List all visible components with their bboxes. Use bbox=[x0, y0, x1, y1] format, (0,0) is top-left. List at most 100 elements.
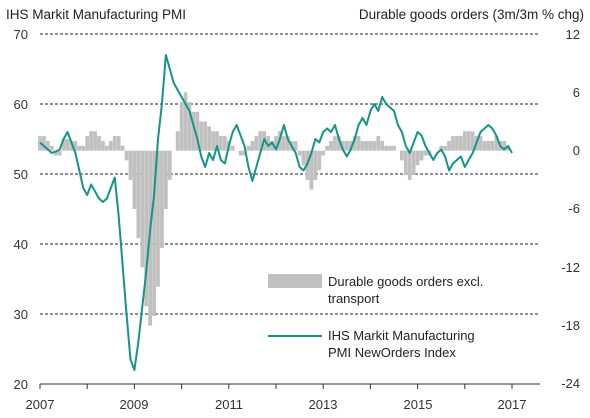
durable-goods-bar bbox=[230, 145, 235, 151]
durable-goods-bar bbox=[112, 136, 117, 151]
durable-goods-bar bbox=[360, 140, 365, 151]
durable-goods-bar bbox=[368, 140, 373, 151]
legend-bar-label: Durable goods orders excl. bbox=[328, 274, 483, 289]
durable-goods-bar bbox=[246, 145, 251, 151]
durable-goods-bar bbox=[494, 136, 499, 151]
durable-goods-bar bbox=[183, 92, 188, 151]
durable-goods-bar bbox=[167, 150, 172, 180]
durable-goods-bar bbox=[466, 131, 471, 151]
durable-goods-bar bbox=[274, 136, 278, 151]
durable-goods-bar bbox=[69, 140, 74, 151]
durable-goods-bar bbox=[254, 136, 259, 151]
durable-goods-bar bbox=[502, 140, 506, 151]
durable-goods-bar bbox=[309, 150, 314, 190]
right-tick-label: -12 bbox=[561, 260, 580, 275]
durable-goods-bar bbox=[73, 140, 78, 151]
durable-goods-bar bbox=[356, 136, 361, 151]
durable-goods-bar bbox=[455, 136, 459, 151]
durable-goods-bar bbox=[297, 150, 302, 156]
durable-goods-bar bbox=[187, 102, 192, 151]
durable-goods-bar bbox=[506, 145, 510, 151]
left-axis-title: IHS Markit Manufacturing PMI bbox=[6, 7, 186, 22]
durable-goods-bar bbox=[329, 140, 333, 151]
durable-goods-bar bbox=[352, 136, 357, 151]
durable-goods-bar bbox=[459, 136, 463, 151]
legend: Durable goods orders excl. transport IHS… bbox=[268, 274, 483, 360]
durable-goods-bar bbox=[97, 136, 101, 151]
durable-goods-bar bbox=[65, 139, 70, 151]
durable-goods-bar bbox=[191, 111, 196, 151]
durable-goods-bar bbox=[223, 136, 227, 151]
durable-goods-bar bbox=[266, 136, 270, 151]
durable-goods-bar bbox=[478, 136, 483, 151]
durable-goods-bar bbox=[282, 136, 286, 151]
durable-goods-bar bbox=[152, 150, 156, 316]
durable-goods-bar bbox=[238, 150, 243, 156]
durable-goods-bar bbox=[411, 150, 416, 175]
right-tick-label: -6 bbox=[568, 201, 580, 216]
left-tick-label: 20 bbox=[14, 377, 28, 392]
legend-line-label: IHS Markit Manufacturing bbox=[328, 328, 475, 343]
x-tick-label: 2013 bbox=[309, 397, 338, 412]
left-axis-ticks: 70 60 50 40 30 20 bbox=[14, 27, 28, 392]
durable-goods-bar bbox=[199, 121, 204, 151]
durable-goods-bar bbox=[348, 140, 353, 151]
durable-goods-bar bbox=[325, 145, 329, 151]
durable-goods-bar bbox=[156, 150, 160, 287]
durable-goods-bar bbox=[175, 131, 180, 151]
durable-goods-bar bbox=[321, 150, 326, 156]
left-tick-label: 40 bbox=[14, 237, 28, 252]
pmi-new-orders-line bbox=[39, 54, 513, 371]
durable-goods-bar bbox=[42, 136, 46, 151]
durable-goods-bar bbox=[140, 150, 145, 268]
durable-goods-bar bbox=[447, 140, 451, 151]
durable-goods-bar bbox=[81, 145, 86, 151]
x-tick-label: 2009 bbox=[120, 397, 149, 412]
left-tick-label: 60 bbox=[14, 97, 28, 112]
durable-goods-bar bbox=[419, 150, 424, 161]
durable-goods-bar bbox=[317, 150, 322, 171]
durable-goods-bar bbox=[293, 140, 298, 151]
durable-goods-bar bbox=[179, 102, 184, 151]
right-axis-title: Durable goods orders (3m/3m % chg) bbox=[359, 7, 584, 22]
durable-goods-bar bbox=[344, 140, 349, 151]
durable-goods-bar bbox=[415, 150, 420, 166]
durable-goods-bar bbox=[400, 150, 404, 161]
durable-goods-bar bbox=[93, 131, 97, 151]
durable-goods-bar bbox=[423, 150, 428, 156]
right-tick-label: -18 bbox=[561, 318, 580, 333]
durable-goods-bar bbox=[49, 145, 54, 151]
x-tick-label: 2011 bbox=[215, 397, 243, 412]
durable-goods-bar bbox=[451, 136, 455, 151]
durable-goods-bar bbox=[120, 145, 125, 151]
durable-goods-bar bbox=[108, 140, 113, 151]
durable-goods-bar bbox=[160, 150, 164, 248]
left-tick-label: 50 bbox=[14, 167, 28, 182]
durable-goods-bar bbox=[207, 126, 211, 151]
x-tick-label: 2015 bbox=[404, 397, 433, 412]
durable-goods-bar bbox=[388, 145, 392, 151]
durable-goods-bar bbox=[380, 140, 385, 151]
durable-goods-bar bbox=[195, 111, 200, 151]
x-tick-label: 2017 bbox=[498, 397, 527, 412]
pmi-new-orders-line-group bbox=[39, 54, 513, 371]
right-tick-label: -24 bbox=[561, 376, 580, 391]
durable-goods-bar bbox=[89, 131, 93, 151]
durable-goods-bar bbox=[124, 150, 129, 161]
durable-goods-bar bbox=[46, 140, 50, 151]
right-tick-label: 0 bbox=[573, 143, 580, 158]
durable-goods-bar bbox=[215, 131, 219, 151]
legend-line-label: PMI NewOrders Index bbox=[328, 345, 456, 360]
durable-goods-bar bbox=[164, 150, 168, 209]
durable-goods-bar bbox=[219, 136, 223, 151]
durable-goods-bar bbox=[490, 140, 495, 151]
durable-goods-bar bbox=[57, 150, 62, 156]
gridlines bbox=[40, 33, 540, 315]
durable-goods-bar bbox=[116, 136, 121, 151]
right-tick-label: 6 bbox=[573, 85, 580, 100]
durable-goods-bars bbox=[38, 92, 510, 326]
durable-goods-bar bbox=[337, 136, 341, 151]
durable-goods-bar bbox=[341, 140, 345, 151]
x-axis bbox=[39, 383, 540, 389]
